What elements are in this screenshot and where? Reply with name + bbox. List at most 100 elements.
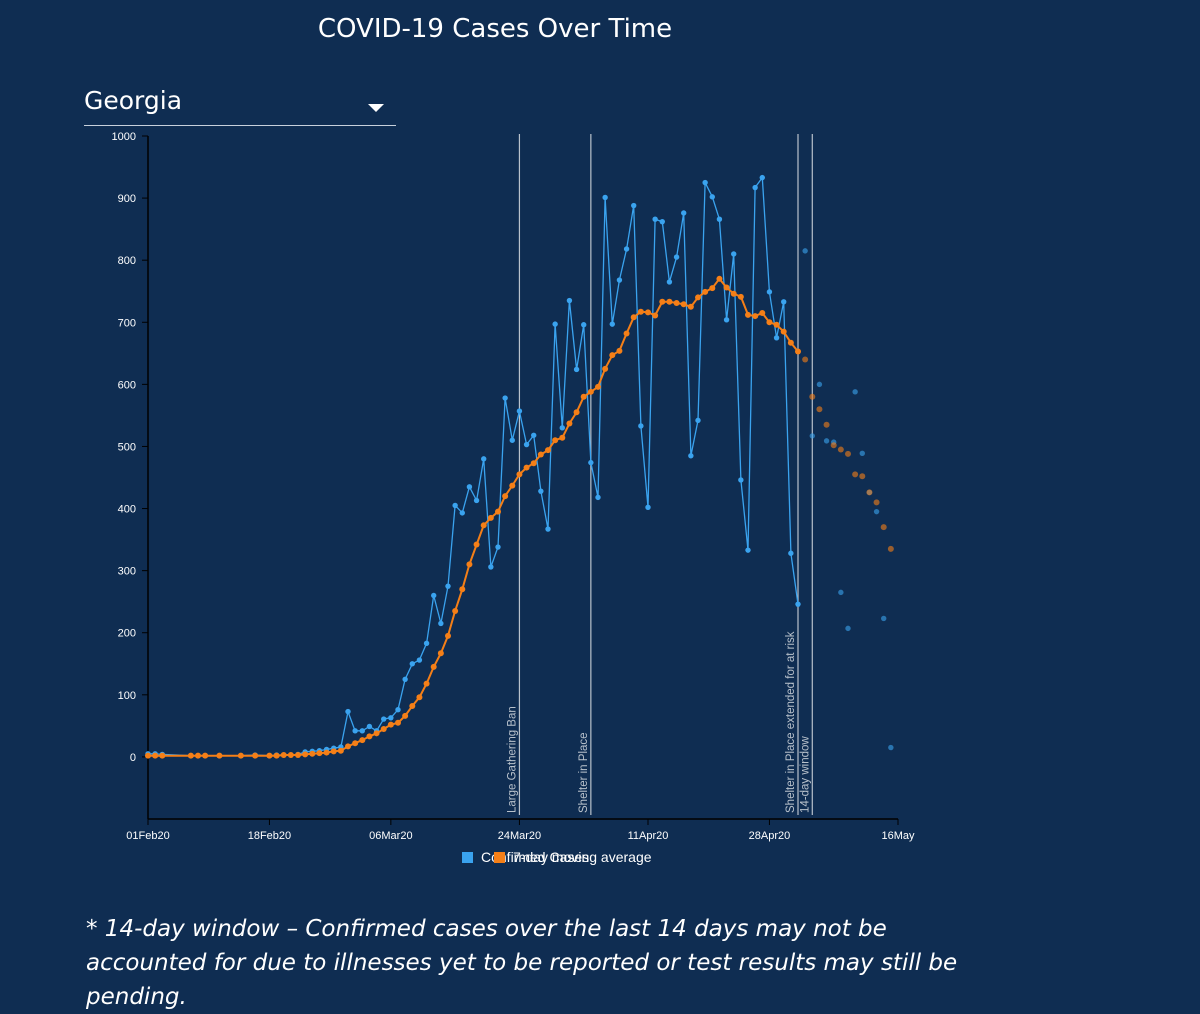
window-data-point: [859, 450, 865, 456]
data-point: [352, 728, 358, 734]
data-point: [345, 708, 351, 715]
data-point: [681, 210, 687, 216]
data-point: [652, 216, 658, 222]
data-point: [731, 251, 737, 257]
data-point: [609, 352, 616, 359]
chevron-down-icon[interactable]: [368, 104, 384, 112]
data-point: [687, 303, 694, 310]
data-point: [795, 601, 801, 607]
data-point: [723, 284, 730, 291]
data-point: [280, 752, 287, 759]
data-point: [702, 179, 708, 186]
data-point: [788, 550, 794, 556]
data-point: [673, 300, 680, 307]
data-point: [616, 347, 623, 354]
data-point: [145, 752, 151, 759]
data-point: [659, 298, 666, 305]
data-point: [595, 383, 601, 390]
data-point: [645, 309, 651, 316]
data-point: [652, 312, 659, 319]
window-data-point: [816, 381, 823, 388]
data-point: [738, 477, 744, 483]
window-data-point: [838, 589, 844, 596]
data-point: [781, 299, 787, 305]
data-point: [516, 408, 523, 414]
data-point: [537, 451, 544, 458]
data-point: [695, 417, 701, 424]
data-point: [545, 526, 551, 532]
window-data-point: [852, 389, 858, 395]
data-point: [237, 752, 244, 759]
x-tick-label: 01Feb20: [126, 830, 169, 842]
data-point: [430, 663, 437, 670]
data-point: [388, 715, 394, 721]
data-point: [473, 541, 480, 548]
x-tick-label: 16May: [881, 830, 915, 842]
window-data-point: [873, 508, 880, 515]
window-data-point: [816, 406, 823, 413]
data-point: [359, 737, 366, 744]
y-tick-label: 200: [118, 628, 136, 640]
legend-label: Confirmed Cases: [481, 849, 589, 865]
data-point: [716, 216, 723, 222]
data-point: [452, 502, 458, 509]
data-point: [459, 510, 465, 516]
data-point: [645, 504, 651, 511]
data-point: [638, 423, 644, 429]
legend-label: 7-day moving average: [513, 849, 652, 865]
x-tick-label: 18Feb20: [248, 830, 291, 842]
data-point: [337, 747, 344, 754]
window-data-point: [866, 489, 873, 496]
data-point: [487, 514, 494, 521]
data-point: [395, 719, 401, 726]
y-tick-label: 0: [130, 752, 136, 764]
state-select-value: Georgia: [84, 86, 183, 115]
data-point: [373, 730, 380, 737]
data-point: [466, 561, 473, 568]
data-point: [559, 425, 565, 431]
data-point: [602, 194, 608, 201]
data-point: [623, 246, 630, 252]
data-point: [595, 494, 601, 501]
x-tick-label: 28Apr20: [749, 830, 791, 842]
data-point: [266, 752, 273, 759]
data-point: [773, 335, 780, 341]
data-point: [666, 298, 673, 305]
window-data-point: [845, 625, 851, 632]
y-tick-label: 900: [118, 193, 136, 205]
data-point: [380, 725, 387, 732]
data-point: [509, 482, 516, 489]
legend-swatch: [494, 852, 505, 863]
data-point: [545, 447, 551, 454]
data-point: [409, 702, 416, 709]
data-point: [716, 275, 723, 282]
data-point: [416, 694, 423, 701]
data-point: [559, 434, 566, 441]
data-point: [602, 365, 609, 372]
data-point: [438, 620, 444, 627]
data-point: [630, 314, 637, 321]
data-point: [437, 650, 444, 657]
state-select[interactable]: Georgia: [84, 82, 396, 126]
data-point: [366, 723, 373, 730]
data-point: [309, 750, 316, 757]
footnote: * 14-day window – Confirmed cases over t…: [86, 916, 958, 1010]
window-data-point: [802, 356, 809, 363]
y-tick-label: 1000: [112, 131, 136, 143]
data-point: [523, 441, 530, 448]
data-point: [766, 289, 773, 295]
event-label: Shelter in Place extended for at risk: [785, 631, 797, 813]
data-point: [766, 319, 773, 326]
data-point: [502, 395, 508, 401]
data-point: [459, 586, 466, 593]
data-point: [366, 733, 373, 740]
data-point: [531, 432, 537, 438]
x-tick-label: 24Mar20: [498, 830, 541, 842]
data-point: [745, 311, 751, 318]
data-point: [637, 308, 644, 315]
data-point: [495, 544, 501, 550]
data-point: [523, 464, 530, 471]
data-point: [623, 330, 630, 337]
x-tick-label: 06Mar20: [369, 830, 412, 842]
data-point: [616, 277, 623, 283]
